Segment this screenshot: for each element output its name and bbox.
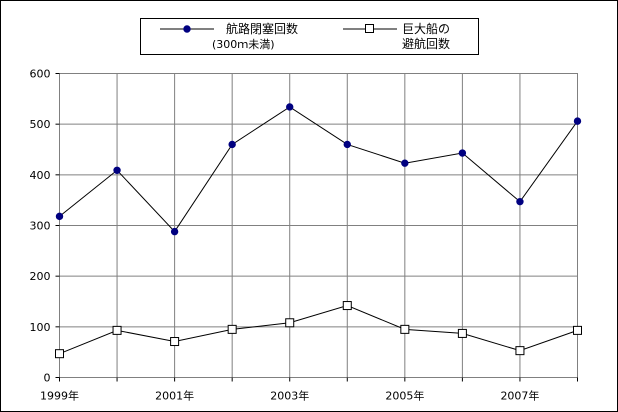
y-tick-label-100: 100 [30,321,51,334]
x-tick-label-0: 1999年 [40,389,79,403]
series-markers [55,103,582,359]
legend-label-series-2-line-1: 巨大船の [402,22,450,36]
series-1-point-2 [170,227,179,236]
series-1-point-3 [228,140,236,149]
y-tick-label-400: 400 [30,169,51,182]
y-tick-label-300: 300 [30,220,51,233]
y-tick-label-0: 0 [44,372,51,385]
series-1-line [59,106,578,233]
series-1-point-7 [458,149,467,157]
x-tick-label-4: 2003年 [270,389,309,403]
series-2-line [59,305,578,355]
legend-label-series-2-line-2: 避航回数 [402,36,450,51]
y-tick-label-200: 200 [30,270,51,283]
y-axis: 0 100 200 300 400 500 600 [30,68,60,385]
series-2-point-7 [457,328,467,338]
series-lines [59,106,578,355]
plot-area: 0 100 200 300 400 500 600 1999年 2001年 2003年 2005年… [30,68,582,403]
series-2-point-6 [400,324,410,334]
x-tick-label-8: 2007年 [500,389,539,403]
series-2-point-5 [342,301,352,311]
legend: 航路閉塞回数 (300ｍ未満) 巨大船の 避航回数 [140,18,479,55]
series-1-point-5 [343,140,351,149]
y-tick-label-500: 500 [30,118,51,131]
series-2-point-1 [112,325,122,335]
series-2-point-3 [227,324,237,334]
x-tick-label-2: 2001年 [155,389,194,403]
series-1-point-9 [573,117,582,125]
legend-label-series-1-line-1: 航路閉塞回数 [226,21,298,36]
legend-label-series-1-line-2: (300ｍ未満) [212,38,275,51]
legend-marker-series-2 [365,24,374,33]
legend-box [140,18,479,55]
y-tick-label-600: 600 [30,68,51,81]
x-axis: 1999年 2001年 2003年 2005年 2007年 [40,377,578,403]
series-2-point-4 [285,318,295,328]
x-tick-label-6: 2005年 [385,389,424,403]
series-1-point-0 [55,212,64,221]
legend-marker-series-1 [183,25,191,33]
series-1-point-4 [286,103,294,111]
series-2-point-0 [55,349,64,359]
series-2-point-9 [573,325,582,335]
series-1-point-6 [401,159,409,167]
series-1-point-1 [113,166,121,174]
series-1-point-8 [516,197,524,206]
series-2-point-8 [515,346,525,356]
series-2-point-2 [170,337,180,347]
